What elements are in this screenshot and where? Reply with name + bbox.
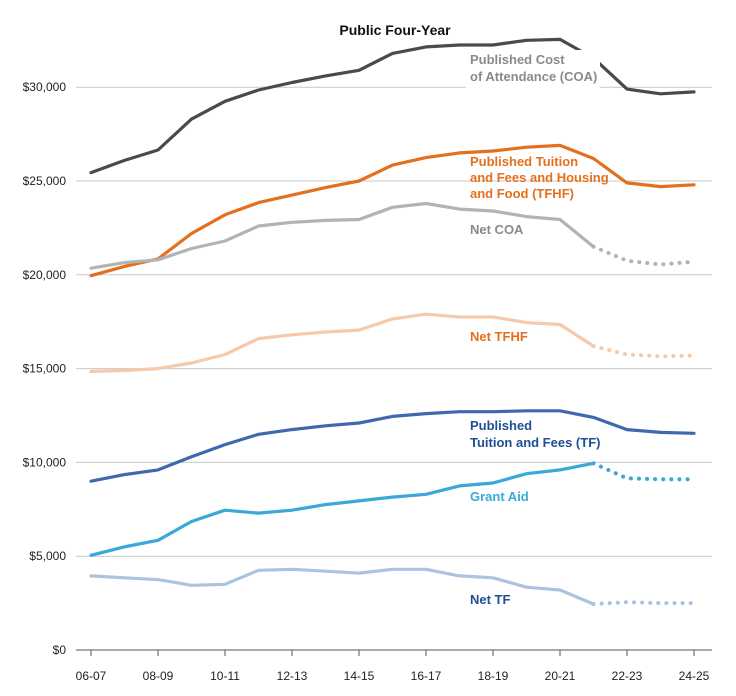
series-label: Net COA bbox=[470, 222, 524, 237]
series-label: Published Cost of Attendance (COA) bbox=[466, 50, 600, 90]
x-tick-label: 24-25 bbox=[679, 669, 710, 683]
series-4 bbox=[89, 409, 696, 483]
series-label-line: Published Cost bbox=[470, 52, 565, 67]
series-line bbox=[89, 312, 596, 373]
y-tick-label: $20,000 bbox=[23, 268, 67, 282]
y-tick-label: $25,000 bbox=[23, 174, 67, 188]
series-projection-line bbox=[591, 461, 696, 482]
series-1 bbox=[89, 143, 696, 278]
series-line bbox=[89, 461, 596, 557]
series-label-line: Published Tuition bbox=[470, 154, 578, 169]
series-3 bbox=[89, 312, 696, 373]
x-tick-label: 12-13 bbox=[277, 669, 308, 683]
series-projection-line bbox=[591, 344, 696, 359]
x-tick-label: 20-21 bbox=[545, 669, 576, 683]
series-label-line: Tuition and Fees (TF) bbox=[470, 435, 600, 450]
series-label-line: of Attendance (COA) bbox=[470, 69, 597, 84]
series-6 bbox=[89, 567, 696, 606]
series-2 bbox=[89, 201, 696, 270]
x-tick-label: 16-17 bbox=[411, 669, 442, 683]
x-tick-label: 08-09 bbox=[143, 669, 174, 683]
series-label-line: Published bbox=[470, 418, 532, 433]
y-tick-label: $10,000 bbox=[23, 455, 67, 469]
x-tick-label: 22-23 bbox=[612, 669, 643, 683]
series-lines bbox=[89, 37, 696, 606]
x-tick-label: 14-15 bbox=[344, 669, 375, 683]
series-line bbox=[89, 567, 596, 606]
series-label: Net TF bbox=[470, 592, 511, 607]
gridlines bbox=[76, 86, 712, 557]
series-line bbox=[89, 201, 596, 270]
axes: $0 $5,000 $10,000 $15,000 $20,000 $25,000 $30,… bbox=[23, 80, 712, 683]
series-label-line: and Fees and Housing bbox=[470, 170, 609, 185]
chart-title: Public Four-Year bbox=[339, 22, 451, 38]
series-5 bbox=[89, 461, 696, 557]
y-tick-label: $5,000 bbox=[29, 549, 66, 563]
y-tick-label: $15,000 bbox=[23, 362, 67, 376]
series-label: Net TFHF bbox=[470, 329, 528, 344]
x-tick-label: 18-19 bbox=[478, 669, 509, 683]
series-line bbox=[89, 143, 696, 278]
label-background bbox=[466, 50, 600, 90]
series-projection-line bbox=[591, 600, 696, 606]
series-line bbox=[89, 409, 696, 483]
y-tick-label: $0 bbox=[53, 643, 67, 657]
series-label: Grant Aid bbox=[470, 489, 529, 504]
series-line bbox=[89, 37, 696, 175]
series-label-line: Grant Aid bbox=[470, 489, 529, 504]
series-projection-line bbox=[591, 244, 696, 267]
series-0 bbox=[89, 37, 696, 175]
series-label-line: Net TF bbox=[470, 592, 511, 607]
x-tick-label: 10-11 bbox=[210, 669, 240, 683]
series-label-line: Net COA bbox=[470, 222, 524, 237]
y-tick-label: $30,000 bbox=[23, 80, 67, 94]
x-tick-label: 06-07 bbox=[76, 669, 107, 683]
series-label-line: Net TFHF bbox=[470, 329, 528, 344]
series-label-line: and Food (TFHF) bbox=[470, 186, 574, 201]
series-label: Published Tuition and Fees (TF) bbox=[470, 418, 600, 450]
